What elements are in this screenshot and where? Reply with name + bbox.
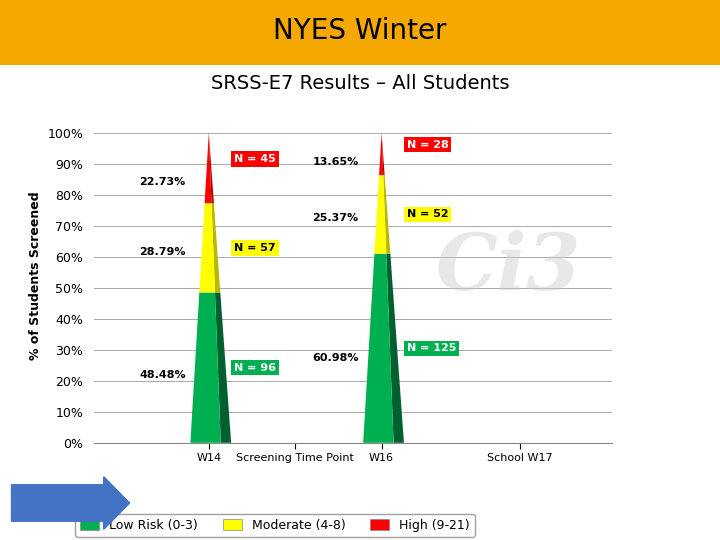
Polygon shape [383, 175, 390, 254]
Text: N = 28: N = 28 [407, 140, 449, 150]
Polygon shape [215, 293, 231, 443]
Polygon shape [204, 133, 212, 203]
Text: N = 52: N = 52 [407, 210, 449, 219]
Text: 60.98%: 60.98% [312, 353, 359, 363]
Text: 48.48%: 48.48% [139, 370, 186, 380]
Text: Ci3: Ci3 [436, 231, 581, 307]
Text: 28.79%: 28.79% [139, 247, 186, 258]
Text: 25.37%: 25.37% [312, 213, 359, 224]
Polygon shape [190, 293, 221, 443]
Polygon shape [212, 203, 220, 293]
Legend: Low Risk (0-3), Moderate (4-8), High (9-21): Low Risk (0-3), Moderate (4-8), High (9-… [76, 514, 474, 537]
Polygon shape [379, 133, 383, 175]
Text: N = 45: N = 45 [234, 154, 276, 164]
Polygon shape [386, 254, 404, 443]
FancyArrow shape [12, 477, 130, 529]
Text: N = 57: N = 57 [234, 243, 276, 253]
Text: N = 125: N = 125 [407, 343, 456, 353]
Polygon shape [209, 133, 214, 203]
Text: SRSS-E7 Results – All Students: SRSS-E7 Results – All Students [211, 74, 509, 93]
Text: 22.73%: 22.73% [140, 177, 186, 187]
Polygon shape [374, 175, 386, 254]
Y-axis label: % of Students Screened: % of Students Screened [29, 191, 42, 360]
Polygon shape [199, 203, 215, 293]
Text: N = 96: N = 96 [234, 363, 276, 373]
Text: NYES Winter: NYES Winter [274, 17, 446, 45]
Text: 13.65%: 13.65% [312, 158, 359, 167]
Polygon shape [382, 133, 384, 175]
Polygon shape [363, 254, 394, 443]
